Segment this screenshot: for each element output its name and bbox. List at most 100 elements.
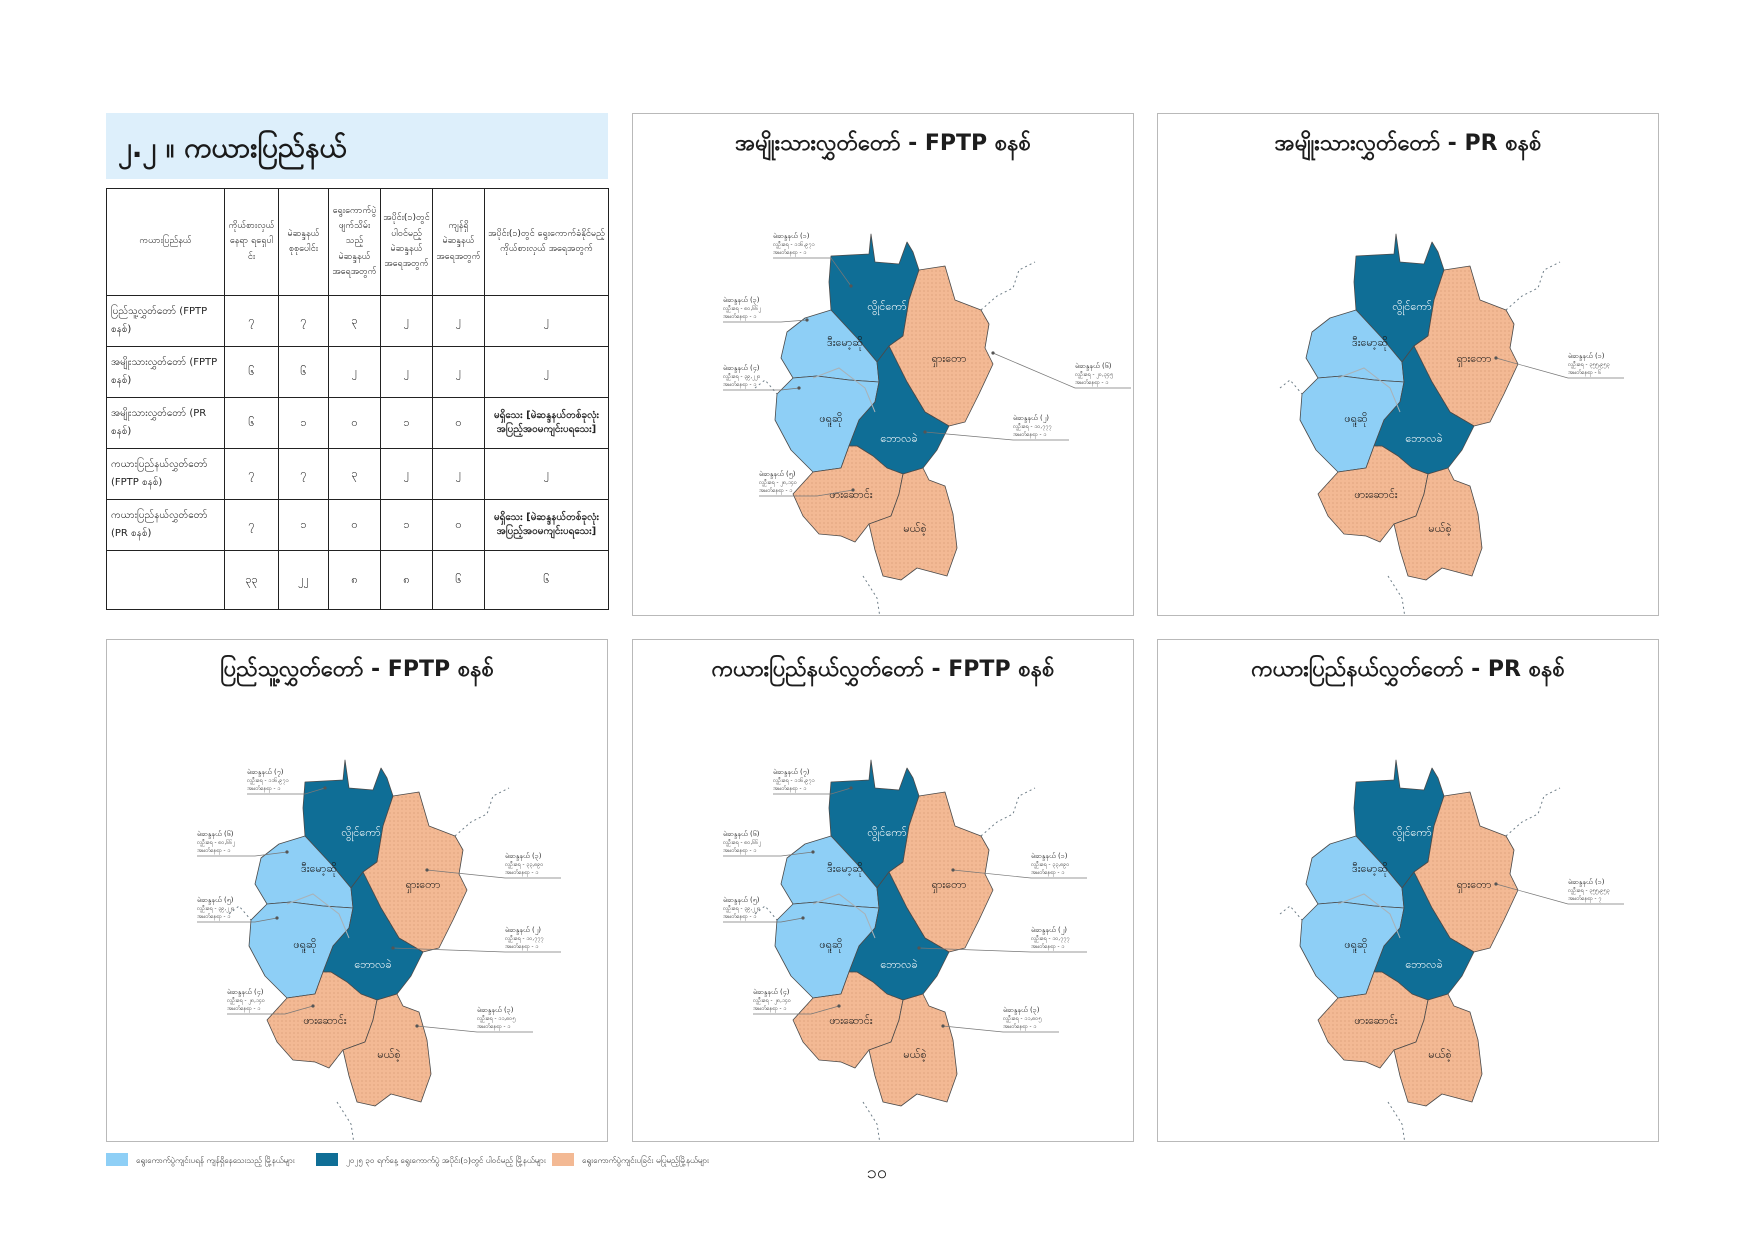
table-cell: ၈	[328, 550, 381, 610]
border-line	[980, 787, 1036, 837]
table-header: ကျန်ရှိ မဲဆန္ဒနယ် အရေအတွက်	[432, 188, 485, 296]
callout-name: မဲဆန္ဒနယ် (၆)	[197, 830, 234, 839]
callout-population: လူဦးရေ - ၃၉,၂၂၀	[197, 904, 235, 913]
callout-population: လူဦးရေ - ၂၈,၁၄၀	[759, 478, 797, 487]
callout-population: လူဦးရေ - ၁၁၆,၉၇၁	[247, 776, 289, 785]
callout-name: မဲဆန္ဒနယ် (၄)	[753, 988, 790, 997]
table-cell: ၁	[278, 397, 329, 449]
map-geometry: လွိုင်ကော်ဒီးမော့ဆိုဖရူဆို ရှားတောဘောလခဲဖ…	[723, 759, 1087, 1141]
table-cell: ၀	[432, 397, 485, 449]
township-label: ဘောလခဲ	[1405, 958, 1442, 971]
callout-leader	[197, 917, 278, 923]
callout-dot	[805, 318, 809, 322]
border-line	[1505, 261, 1561, 311]
callout-leader	[723, 319, 808, 323]
table-cell: ၈	[380, 550, 433, 610]
callout-seats: အမတ်နေရာ - ၁	[1031, 942, 1064, 951]
table-header-row: ကယားပြည်နယ် ကိုယ်စားလှယ် နေရာ ရရှေပါင်း …	[106, 188, 609, 296]
callout-seats: အမတ်နေရာ - ၁	[1003, 1022, 1036, 1031]
callout-dot	[811, 850, 815, 854]
table-cell: ၆	[224, 397, 279, 449]
callout-name: မဲဆန္ဒနယ် (၇)	[247, 768, 284, 777]
callout-seats: အမတ်နေရာ - ၆	[1568, 368, 1601, 377]
table-cell: ၇	[278, 448, 329, 500]
legend-label: ရွေးကောက်ပွဲကျင်းပရန် ကျန်ရှိနေသေးသည့် မ…	[136, 1156, 295, 1165]
callout-name: မဲဆန္ဒနယ် (၂)	[1013, 414, 1049, 423]
callout-population: လူဦးရေ - ၈၀,၆၆၂	[723, 838, 761, 847]
callout-population: လူဦးရေ - ၁၁၆,၉၇၁	[773, 776, 815, 785]
table-cell: ၇	[224, 448, 279, 500]
table-cell: ၁	[380, 397, 433, 449]
map-title: ပြည်သူ့လွှတ်တော် - FPTP စနစ်	[220, 657, 494, 682]
map-panel-state-pr: ကယားပြည်နယ်လွှတ်တော် - PR စနစ် လွိုင်ကော…	[1157, 639, 1659, 1142]
callout-name: မဲဆန္ဒနယ် (၅)	[197, 896, 234, 905]
table-header: အပိုင်း(၁)တွင် ရွေးကောက်ခံနိုင်မည့် ကိုယ…	[484, 188, 609, 296]
township-shadaw	[888, 791, 994, 953]
callout-dot	[1494, 882, 1498, 886]
summary-panel: ၂.၂ ။ ကယားပြည်နယ် ကယားပြည်နယ် ကိုယ်စားလှ…	[106, 113, 609, 616]
township-label: ဒီးမော့ဆို	[827, 862, 863, 877]
callout-population: လူဦးရေ - ၃၃,၈၉၀	[1031, 860, 1070, 869]
callout-name: မဲဆန္ဒနယ် (၅)	[759, 470, 796, 479]
township-mese	[868, 467, 958, 581]
callout-population: လူဦးရေ - ၁၀,၇၇၇	[505, 934, 543, 943]
callout-seats: အမတ်နေရာ - ၁	[723, 380, 756, 389]
legend-swatch	[552, 1153, 574, 1166]
callout-leader	[426, 869, 561, 879]
township-map: လွိုင်ကော်ဒီးမော့ဆိုဖရူဆို ရှားတောဘောလခဲဖ…	[197, 759, 561, 1141]
table-cell: ၀	[328, 499, 381, 551]
callout-name: မဲဆန္ဒနယ် (၆)	[723, 830, 760, 839]
township-map: လွိုင်ကော်ဒီးမော့ဆိုဖရူဆို ရှားတောဘောလခဲဖ…	[1279, 233, 1624, 615]
callout-leader	[773, 787, 852, 795]
township-label: ဒီးမော့ဆို	[301, 862, 337, 877]
callout-name: မဲဆန္ဒနယ် (၃)	[477, 1006, 514, 1015]
map-panel-lower-house-fptp: ပြည်သူ့လွှတ်တော် - FPTP စနစ် လွိုင်ကော်ဒ…	[106, 639, 608, 1142]
callout-population: လူဦးရေ - ၂၈,၁၄၀	[227, 996, 265, 1005]
township-label: ဖားဆောင်း	[1354, 1014, 1397, 1027]
row-label: ကယားပြည်နယ်လွှတ်တော် (PR စနစ်)	[106, 499, 225, 551]
callout-dot	[837, 1004, 841, 1008]
township-label: ဖရူဆို	[1344, 412, 1367, 427]
river-line	[1337, 893, 1401, 939]
table-cell: ၂	[432, 295, 485, 347]
callout-leader	[924, 431, 1069, 441]
table-header: ကယားပြည်နယ်	[106, 188, 225, 296]
map-title: အမျိုးသားလွှတ်တော် - PR စနစ်	[1274, 131, 1542, 156]
callout-leader	[759, 489, 854, 497]
callout-population: လူဦးရေ - ၃၃,၈၉၀	[505, 860, 544, 869]
callout-population: လူဦးရေ - ၈၀,၆၆၂	[723, 304, 761, 313]
callout-name: မဲဆန္ဒနယ် (၁)	[1568, 878, 1605, 887]
callout-seats: အမတ်နေရာ - ၁	[227, 1004, 260, 1013]
township-label: ရှားတော	[932, 352, 967, 367]
callout-population: လူဦးရေ - ၃၉,၂၂၀	[723, 904, 761, 913]
callout-seats: အမတ်နေရာ - ၁	[247, 784, 280, 793]
callout-seats: အမတ်နေရာ - ၁	[1075, 378, 1108, 387]
township-mese	[1393, 993, 1483, 1107]
callout-dot	[285, 850, 289, 854]
callout-population: လူဦးရေ - ၈၀,၆၆၂	[197, 838, 235, 847]
township-label: ဖားဆောင်း	[303, 1014, 346, 1027]
callout-leader	[952, 869, 1087, 879]
table-row: ကယားပြည်နယ်လွှတ်တော် (FPTP စနစ်) ၇၇၃၂၂၂	[106, 448, 609, 500]
legend-swatch	[106, 1153, 128, 1166]
callout-dot	[849, 284, 853, 288]
legend-label: ရွေးကောက်ပွဲကျင်းပခြင်း မပြုမည့်မြို့နယ်…	[582, 1156, 709, 1165]
callout-seats: အမတ်နေရာ - ၁	[197, 846, 230, 855]
map-geometry: လွိုင်ကော်ဒီးမော့ဆိုဖရူဆို ရှားတောဘောလခဲဖ…	[723, 232, 1131, 615]
callout-dot	[941, 1024, 945, 1028]
map-title: ကယားပြည်နယ်လွှတ်တော် - PR စနစ်	[1251, 657, 1565, 682]
callout-leader	[773, 257, 852, 287]
callout-leader	[723, 387, 800, 391]
border-line	[454, 787, 510, 837]
river-line	[1337, 367, 1401, 413]
township-label: လွိုင်ကော်	[1392, 300, 1431, 315]
callout-population: လူဦးရေ - ၂၀,၃၄၅	[1075, 370, 1113, 379]
section-title-band: ၂.၂ ။ ကယားပြည်နယ်	[106, 113, 608, 179]
callout-dot	[797, 386, 801, 390]
callout-population: လူဦးရေ - ၃၅၅,၉၅၃	[1568, 886, 1610, 895]
callout-name: မဲဆန္ဒနယ် (၆)	[1075, 362, 1112, 371]
table-cell: ၁	[380, 499, 433, 551]
row-label: ပြည်သူ့လွှတ်တော် (FPTP စနစ်)	[106, 295, 225, 347]
township-shadaw	[362, 791, 468, 953]
township-mese	[868, 993, 958, 1107]
